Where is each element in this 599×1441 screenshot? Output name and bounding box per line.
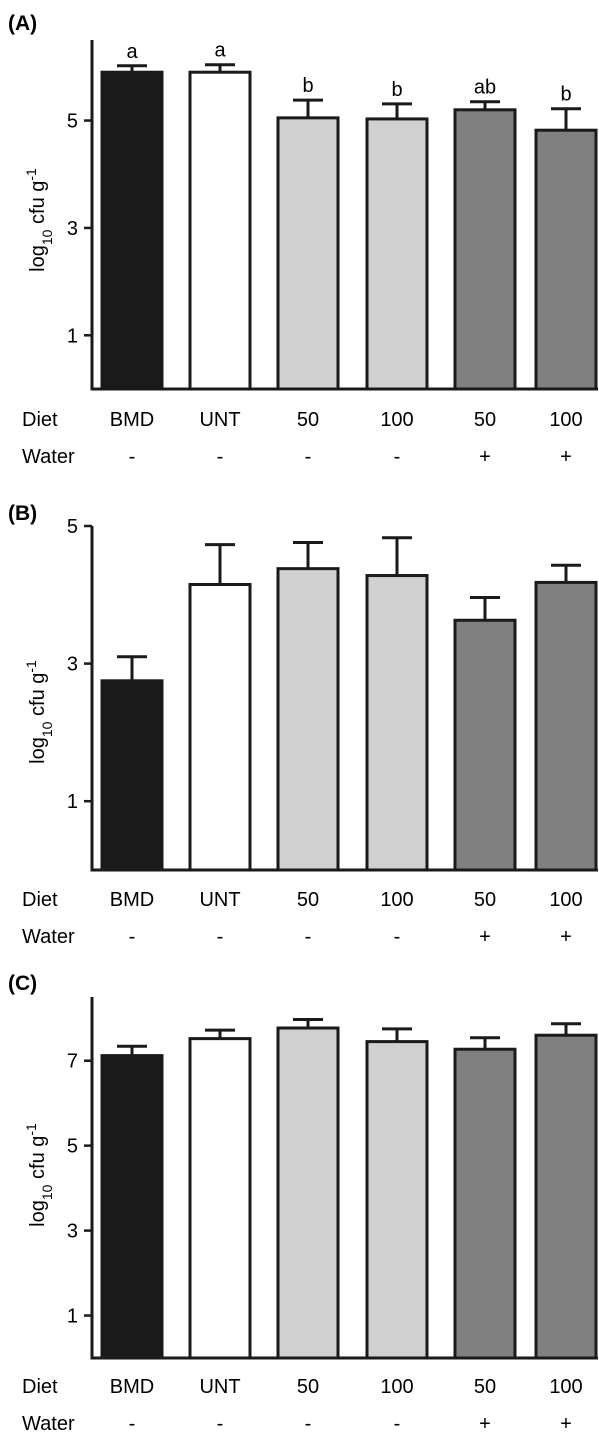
x-tick-label: BMD	[110, 889, 154, 911]
bar-unt	[188, 1037, 252, 1360]
bar-unt	[188, 70, 252, 391]
bar-unt	[188, 582, 252, 872]
bar-100	[534, 1033, 598, 1360]
y-tick-label: 3	[67, 218, 78, 240]
bar-bmd	[100, 1054, 164, 1360]
significance-label: b	[302, 75, 313, 97]
x-tick-label: UNT	[199, 1376, 240, 1398]
bar-50	[453, 1047, 517, 1360]
water-indicator: +	[479, 1413, 491, 1435]
water-indicator: +	[479, 446, 491, 468]
bar-bmd	[100, 679, 164, 872]
water-indicator: -	[394, 446, 401, 468]
x-tick-label: BMD	[110, 409, 154, 431]
significance-label: ab	[474, 77, 496, 99]
water-indicator: -	[217, 926, 224, 948]
bar-50	[276, 567, 340, 872]
row-label-diet: Diet	[22, 889, 58, 911]
panel-label: (A)	[8, 12, 37, 35]
row-label-water: Water	[22, 926, 75, 948]
bar-50	[453, 108, 517, 391]
significance-label: b	[391, 79, 402, 101]
y-tick-label: 1	[67, 1306, 78, 1328]
y-tick-label: 5	[67, 516, 78, 538]
water-indicator: -	[305, 1413, 312, 1435]
bar-100	[534, 128, 598, 391]
row-label-water: Water	[22, 1413, 75, 1435]
water-indicator: -	[394, 926, 401, 948]
y-axis-label: log10 cfu g-1	[23, 1123, 55, 1227]
y-tick-label: 1	[67, 325, 78, 347]
significance-label: a	[126, 41, 138, 63]
y-tick-label: 3	[67, 654, 78, 676]
water-indicator: -	[394, 1413, 401, 1435]
water-indicator: -	[129, 926, 136, 948]
bar-100	[365, 574, 429, 872]
x-tick-label: UNT	[199, 409, 240, 431]
y-tick-label: 7	[67, 1051, 78, 1073]
x-tick-label: 100	[380, 1376, 413, 1398]
x-tick-label: 100	[549, 409, 582, 431]
x-tick-label: 50	[474, 409, 496, 431]
panel-label: (B)	[8, 502, 37, 525]
water-indicator: +	[560, 446, 572, 468]
bar-bmd	[100, 70, 164, 391]
bar-50	[276, 1026, 340, 1360]
water-indicator: +	[479, 926, 491, 948]
row-label-diet: Diet	[22, 1376, 58, 1398]
water-indicator: -	[217, 446, 224, 468]
panel-b: (B) log10 cfu g-1 1 3 5 BMD - UNT - 50 - 100 - 50 +100…	[8, 502, 598, 948]
significance-label: b	[560, 84, 571, 106]
x-tick-label: 100	[380, 889, 413, 911]
row-label-diet: Diet	[22, 409, 58, 431]
row-label-water: Water	[22, 446, 75, 468]
significance-label: a	[214, 40, 226, 62]
x-tick-label: 100	[549, 889, 582, 911]
bar-100	[365, 1040, 429, 1360]
x-tick-label: 100	[380, 409, 413, 431]
y-tick-label: 1	[67, 791, 78, 813]
y-tick-label: 3	[67, 1221, 78, 1243]
x-tick-label: UNT	[199, 889, 240, 911]
x-tick-label: 50	[297, 1376, 319, 1398]
panel-a: (A) log10 cfu g-1 1 3 5 a BMD - a UNT - b 50 - b 100 - ab…	[8, 12, 598, 468]
bar-100	[534, 580, 598, 872]
x-tick-label: 50	[297, 409, 319, 431]
water-indicator: -	[217, 1413, 224, 1435]
x-tick-label: 50	[474, 1376, 496, 1398]
y-tick-label: 5	[67, 111, 78, 133]
x-tick-label: 100	[549, 1376, 582, 1398]
water-indicator: -	[305, 446, 312, 468]
water-indicator: +	[560, 926, 572, 948]
water-indicator: -	[129, 446, 136, 468]
y-axis-label: log10 cfu g-1	[23, 660, 55, 764]
bar-50	[276, 116, 340, 391]
water-indicator: -	[305, 926, 312, 948]
water-indicator: -	[129, 1413, 136, 1435]
x-tick-label: 50	[297, 889, 319, 911]
bar-100	[365, 117, 429, 391]
water-indicator: +	[560, 1413, 572, 1435]
y-axis-label: log10 cfu g-1	[23, 168, 55, 272]
panel-c: (C) log10 cfu g-1 1 3 5 7 BMD - UNT - 50 - 100 - 50 +10…	[8, 972, 598, 1435]
x-tick-label: BMD	[110, 1376, 154, 1398]
bar-50	[453, 618, 517, 872]
panel-label: (C)	[8, 972, 37, 995]
y-tick-label: 5	[67, 1136, 78, 1158]
x-tick-label: 50	[474, 889, 496, 911]
